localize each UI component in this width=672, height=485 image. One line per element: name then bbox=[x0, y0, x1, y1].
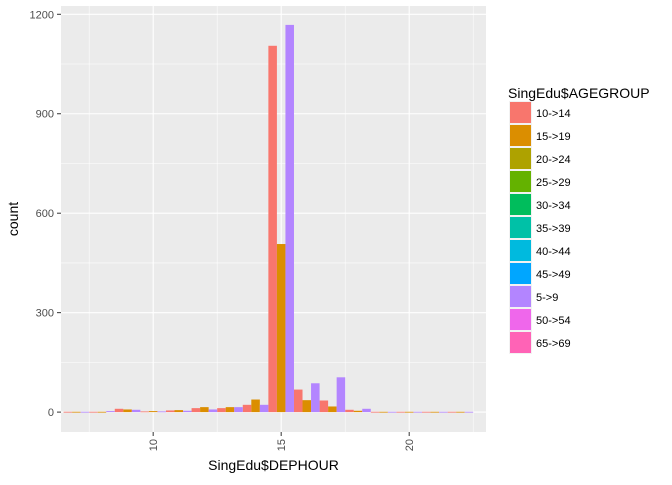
y-tick-label: 300 bbox=[36, 308, 54, 320]
legend-swatch bbox=[510, 263, 531, 284]
legend-label: 65->69 bbox=[536, 338, 571, 350]
legend-label: 45->49 bbox=[536, 269, 571, 281]
bar bbox=[200, 407, 209, 413]
bar bbox=[319, 400, 329, 413]
bar bbox=[293, 389, 303, 413]
bar bbox=[353, 410, 363, 413]
legend-swatch bbox=[510, 332, 531, 353]
legend-label: 20->24 bbox=[536, 154, 571, 166]
legend-label: 50->54 bbox=[536, 315, 571, 327]
bar bbox=[251, 399, 260, 413]
bar bbox=[421, 411, 431, 413]
y-tick-label: 600 bbox=[36, 208, 54, 220]
bar bbox=[302, 400, 312, 413]
bar bbox=[404, 411, 414, 413]
bar bbox=[217, 408, 226, 413]
bar bbox=[97, 411, 107, 413]
legend-label: 40->44 bbox=[536, 246, 571, 258]
bar bbox=[63, 411, 73, 413]
legend-label: 15->19 bbox=[536, 131, 571, 143]
bar bbox=[183, 410, 192, 413]
legend-label: 25->29 bbox=[536, 177, 571, 189]
bar bbox=[140, 411, 149, 413]
bar bbox=[379, 411, 388, 413]
bar bbox=[259, 404, 269, 413]
legend-swatch bbox=[510, 309, 531, 330]
bar bbox=[89, 411, 98, 413]
y-tick-label: 900 bbox=[36, 109, 54, 121]
legend: SingEdu$AGEGROUP 10->14 15->19 20->24 25->2… bbox=[508, 85, 650, 354]
x-tick-label: 10 bbox=[148, 439, 160, 451]
bar bbox=[80, 411, 90, 413]
bar bbox=[328, 406, 337, 413]
bar bbox=[447, 411, 457, 413]
bar bbox=[174, 410, 184, 413]
bar bbox=[387, 411, 397, 413]
legend-label: 10->14 bbox=[536, 108, 571, 120]
bar bbox=[413, 411, 422, 413]
bar bbox=[430, 411, 440, 413]
legend-swatch bbox=[510, 217, 531, 238]
x-axis: 10 15 20 bbox=[148, 432, 416, 451]
bars bbox=[63, 24, 474, 413]
legend-label: 30->34 bbox=[536, 200, 571, 212]
bar bbox=[336, 377, 346, 413]
legend-swatch bbox=[510, 125, 531, 146]
legend-swatch bbox=[510, 171, 531, 192]
x-tick-label: 20 bbox=[404, 439, 416, 451]
legend-swatch bbox=[510, 148, 531, 169]
bar bbox=[234, 407, 243, 413]
bar bbox=[439, 411, 448, 413]
bar bbox=[362, 408, 371, 413]
bar bbox=[131, 409, 141, 413]
legend-keys: 10->14 15->19 20->24 25->29 30->34 35->39 40->… bbox=[509, 101, 571, 354]
bar bbox=[106, 411, 115, 413]
bar bbox=[464, 411, 474, 413]
y-axis-title: count bbox=[5, 202, 21, 236]
bar bbox=[456, 411, 465, 413]
bar bbox=[191, 408, 201, 413]
x-axis-title: SingEdu$DEPHOUR bbox=[208, 457, 339, 473]
legend-swatch bbox=[510, 102, 531, 123]
legend-title: SingEdu$AGEGROUP bbox=[508, 85, 650, 101]
bar bbox=[123, 409, 132, 413]
bar bbox=[345, 409, 354, 413]
bar bbox=[157, 411, 166, 413]
legend-label: 35->39 bbox=[536, 223, 571, 235]
bar bbox=[370, 411, 380, 413]
bar bbox=[276, 244, 286, 413]
legend-label: 5->9 bbox=[536, 292, 558, 304]
y-tick-label: 0 bbox=[48, 407, 54, 419]
legend-swatch bbox=[510, 194, 531, 215]
bar bbox=[165, 410, 175, 413]
x-tick-label: 15 bbox=[276, 439, 288, 451]
y-axis: 0 300 600 900 1200 bbox=[30, 9, 61, 419]
bar bbox=[148, 411, 158, 413]
legend-swatch bbox=[510, 286, 531, 307]
bar bbox=[268, 45, 277, 413]
bar bbox=[208, 409, 218, 413]
bar bbox=[311, 383, 320, 413]
bar bbox=[242, 404, 252, 413]
bar bbox=[225, 407, 235, 413]
y-tick-label: 1200 bbox=[30, 9, 54, 21]
bar bbox=[72, 411, 81, 413]
legend-swatch bbox=[510, 240, 531, 261]
bar bbox=[285, 24, 294, 413]
bar bbox=[114, 408, 124, 413]
bar bbox=[396, 411, 405, 413]
